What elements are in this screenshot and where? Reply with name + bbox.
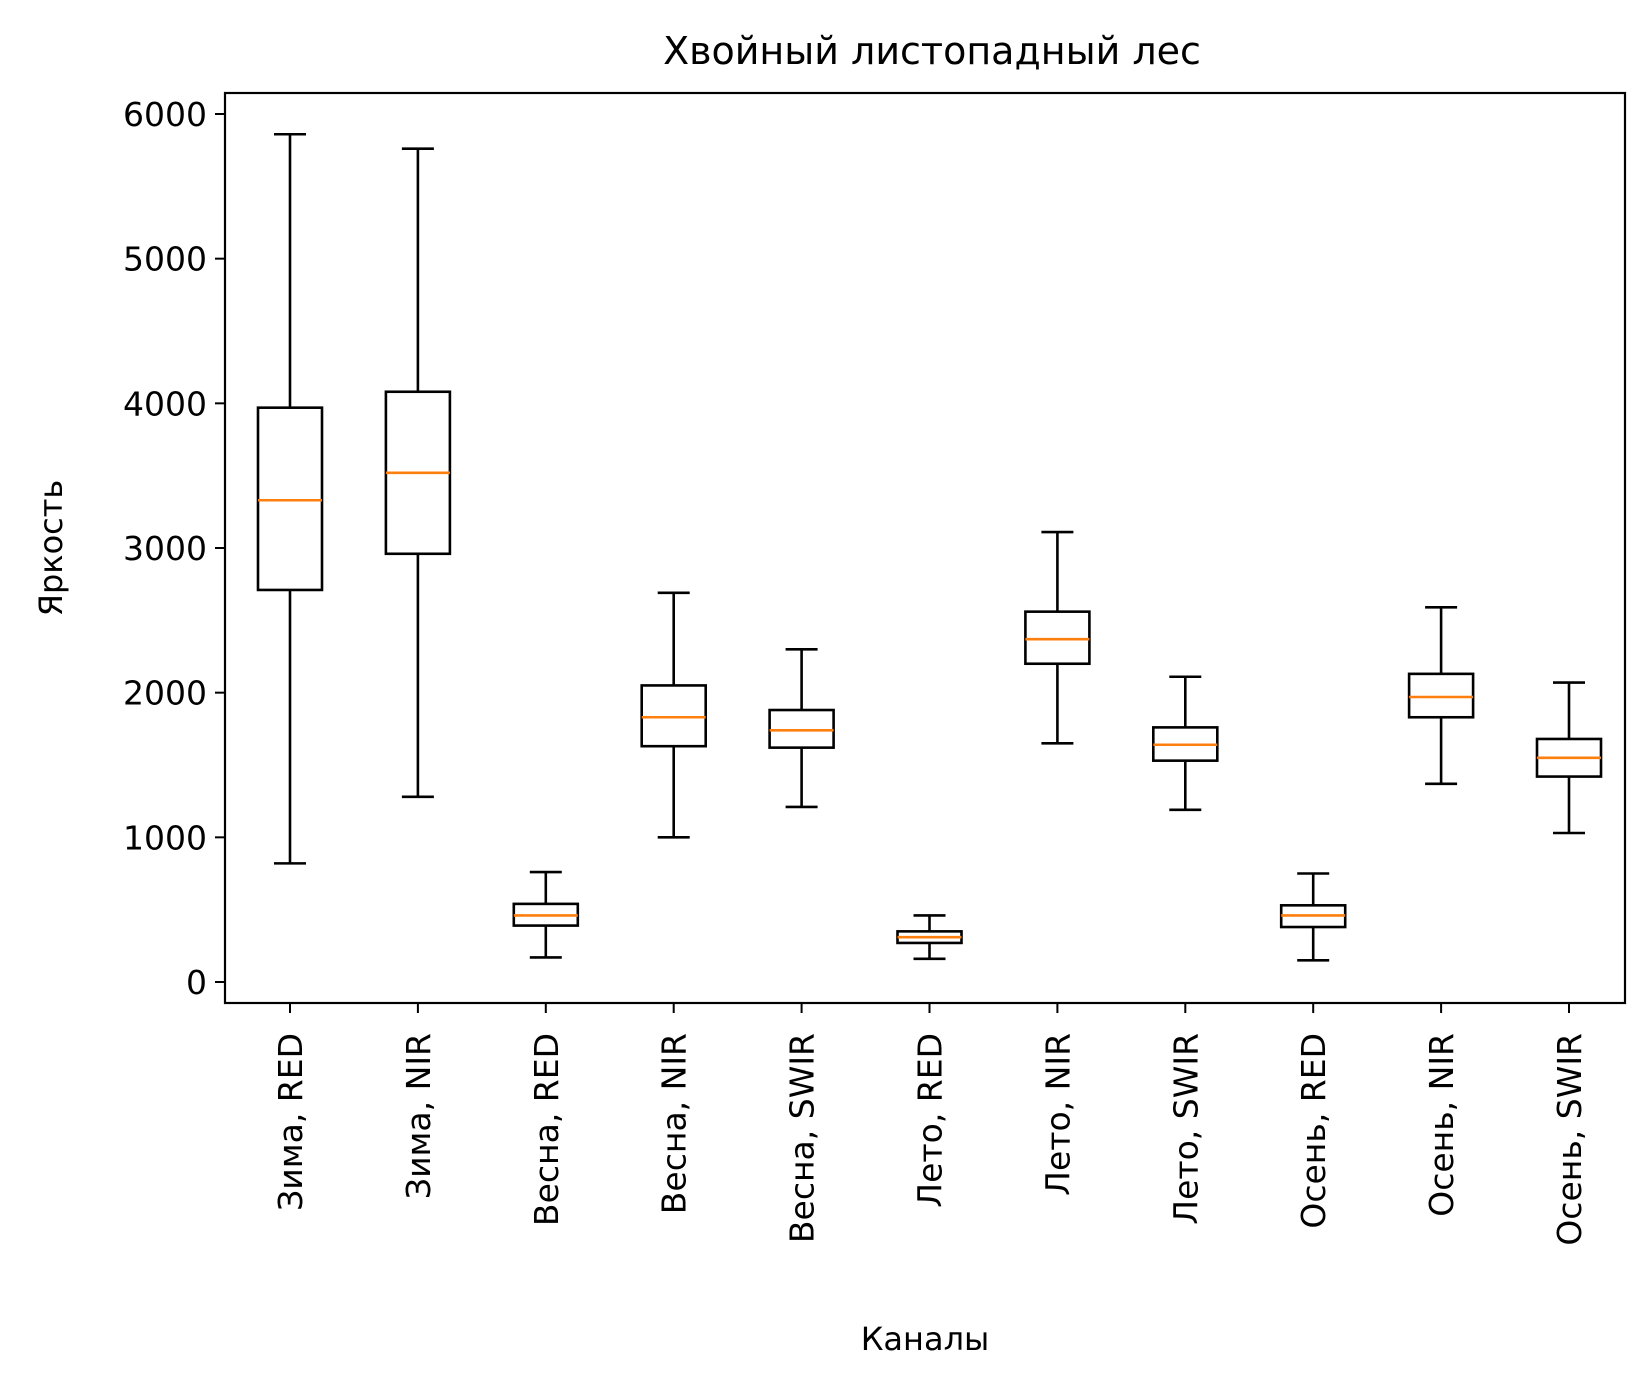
iqr-box	[256, 406, 324, 592]
x-tick-label: Весна, RED	[527, 1033, 566, 1226]
box-1	[384, 147, 452, 799]
x-axis-title: Каналы	[861, 1320, 990, 1358]
x-tick-label: Лето, RED	[911, 1033, 950, 1208]
y-tick-label: 3000	[123, 529, 207, 568]
x-tick-label: Весна, SWIR	[783, 1033, 822, 1243]
y-tick-label: 4000	[123, 384, 207, 423]
y-tick-label: 6000	[123, 95, 207, 134]
x-tick-label: Осень, NIR	[1422, 1033, 1461, 1217]
box-6	[1024, 530, 1091, 745]
y-tick-label: 5000	[123, 240, 207, 279]
iqr-box	[768, 708, 835, 749]
chart-title: Хвойный листопадный лес	[663, 29, 1201, 73]
y-axis: 0 1000 2000 3000 4000 5000 6000	[123, 95, 225, 1002]
iqr-box	[640, 684, 708, 748]
y-axis-title: Яркость	[32, 480, 70, 617]
box-10	[1535, 681, 1603, 835]
x-tick-label: Зима, NIR	[399, 1033, 438, 1199]
y-tick-label: 1000	[123, 818, 207, 857]
x-tick-label: Осень, RED	[1294, 1033, 1333, 1229]
box-4	[768, 647, 835, 809]
iqr-box	[1024, 610, 1091, 666]
y-tick-label: 0	[186, 963, 207, 1002]
box-series	[256, 132, 1603, 962]
x-axis: Зима, RED Зима, NIR Весна, RED Весна, NIR Ве…	[271, 1003, 1589, 1246]
box-2	[512, 870, 580, 959]
iqr-box	[1407, 672, 1475, 719]
x-tick-label: Лето, SWIR	[1166, 1033, 1205, 1225]
box-9	[1407, 606, 1475, 786]
x-tick-label: Осень, SWIR	[1550, 1033, 1589, 1246]
x-tick-label: Весна, NIR	[655, 1033, 694, 1214]
x-tick-label: Зима, RED	[271, 1033, 310, 1211]
plot-area-frame	[223, 91, 1627, 1005]
box-3	[640, 591, 708, 839]
x-tick-label: Лето, NIR	[1038, 1033, 1077, 1196]
box-0	[256, 132, 324, 865]
box-7	[1152, 675, 1219, 812]
box-5	[896, 914, 963, 961]
box-8	[1279, 872, 1347, 962]
y-tick-label: 2000	[123, 674, 207, 713]
